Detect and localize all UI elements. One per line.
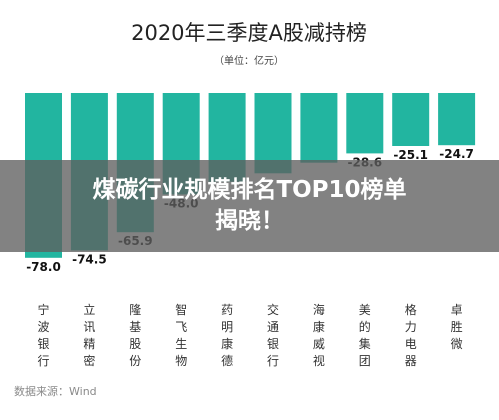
category-label-5: 药明康德: [221, 303, 233, 368]
unit-label: （单位：亿元）: [214, 54, 284, 67]
category-label-7: 海康威视: [313, 302, 325, 368]
source-label: 数据来源：Wind: [14, 384, 97, 398]
chart-title: 2020年三季度A股减持榜: [131, 21, 367, 45]
category-label-10: 卓胜微: [451, 303, 463, 351]
category-label-8: 美的集团: [359, 303, 371, 368]
category-label-3: 隆基股份: [129, 302, 141, 368]
bar-9: [392, 93, 430, 146]
bar-6: [254, 93, 292, 174]
headline-line-1: 煤碳行业规模排名TOP10榜单: [92, 177, 407, 203]
category-label-9: 格力电器: [405, 302, 417, 368]
category-label-6: 交通银行: [267, 302, 279, 368]
category-label-2: 立讯精密: [83, 302, 95, 368]
bar-8: [346, 93, 384, 154]
bar-10: [438, 93, 476, 146]
value-label-2: -74.5: [72, 252, 107, 266]
category-labels-group: 宁波银行 立讯精密 隆基股份 智飞生物 药明康德 交通银行 海康威视 美的集团 格力电器 卓胜微: [37, 302, 462, 368]
value-label-10: -24.7: [439, 147, 474, 161]
value-label-1: -78.0: [26, 260, 61, 274]
bar-7: [300, 93, 338, 163]
category-label-4: 智飞生物: [175, 302, 187, 368]
headline-line-2: 揭晓！: [215, 208, 284, 234]
value-label-9: -25.1: [393, 148, 428, 162]
headline-banner: 煤碳行业规模排名TOP10榜单 揭晓！: [0, 160, 499, 252]
category-label-1: 宁波银行: [37, 302, 49, 368]
